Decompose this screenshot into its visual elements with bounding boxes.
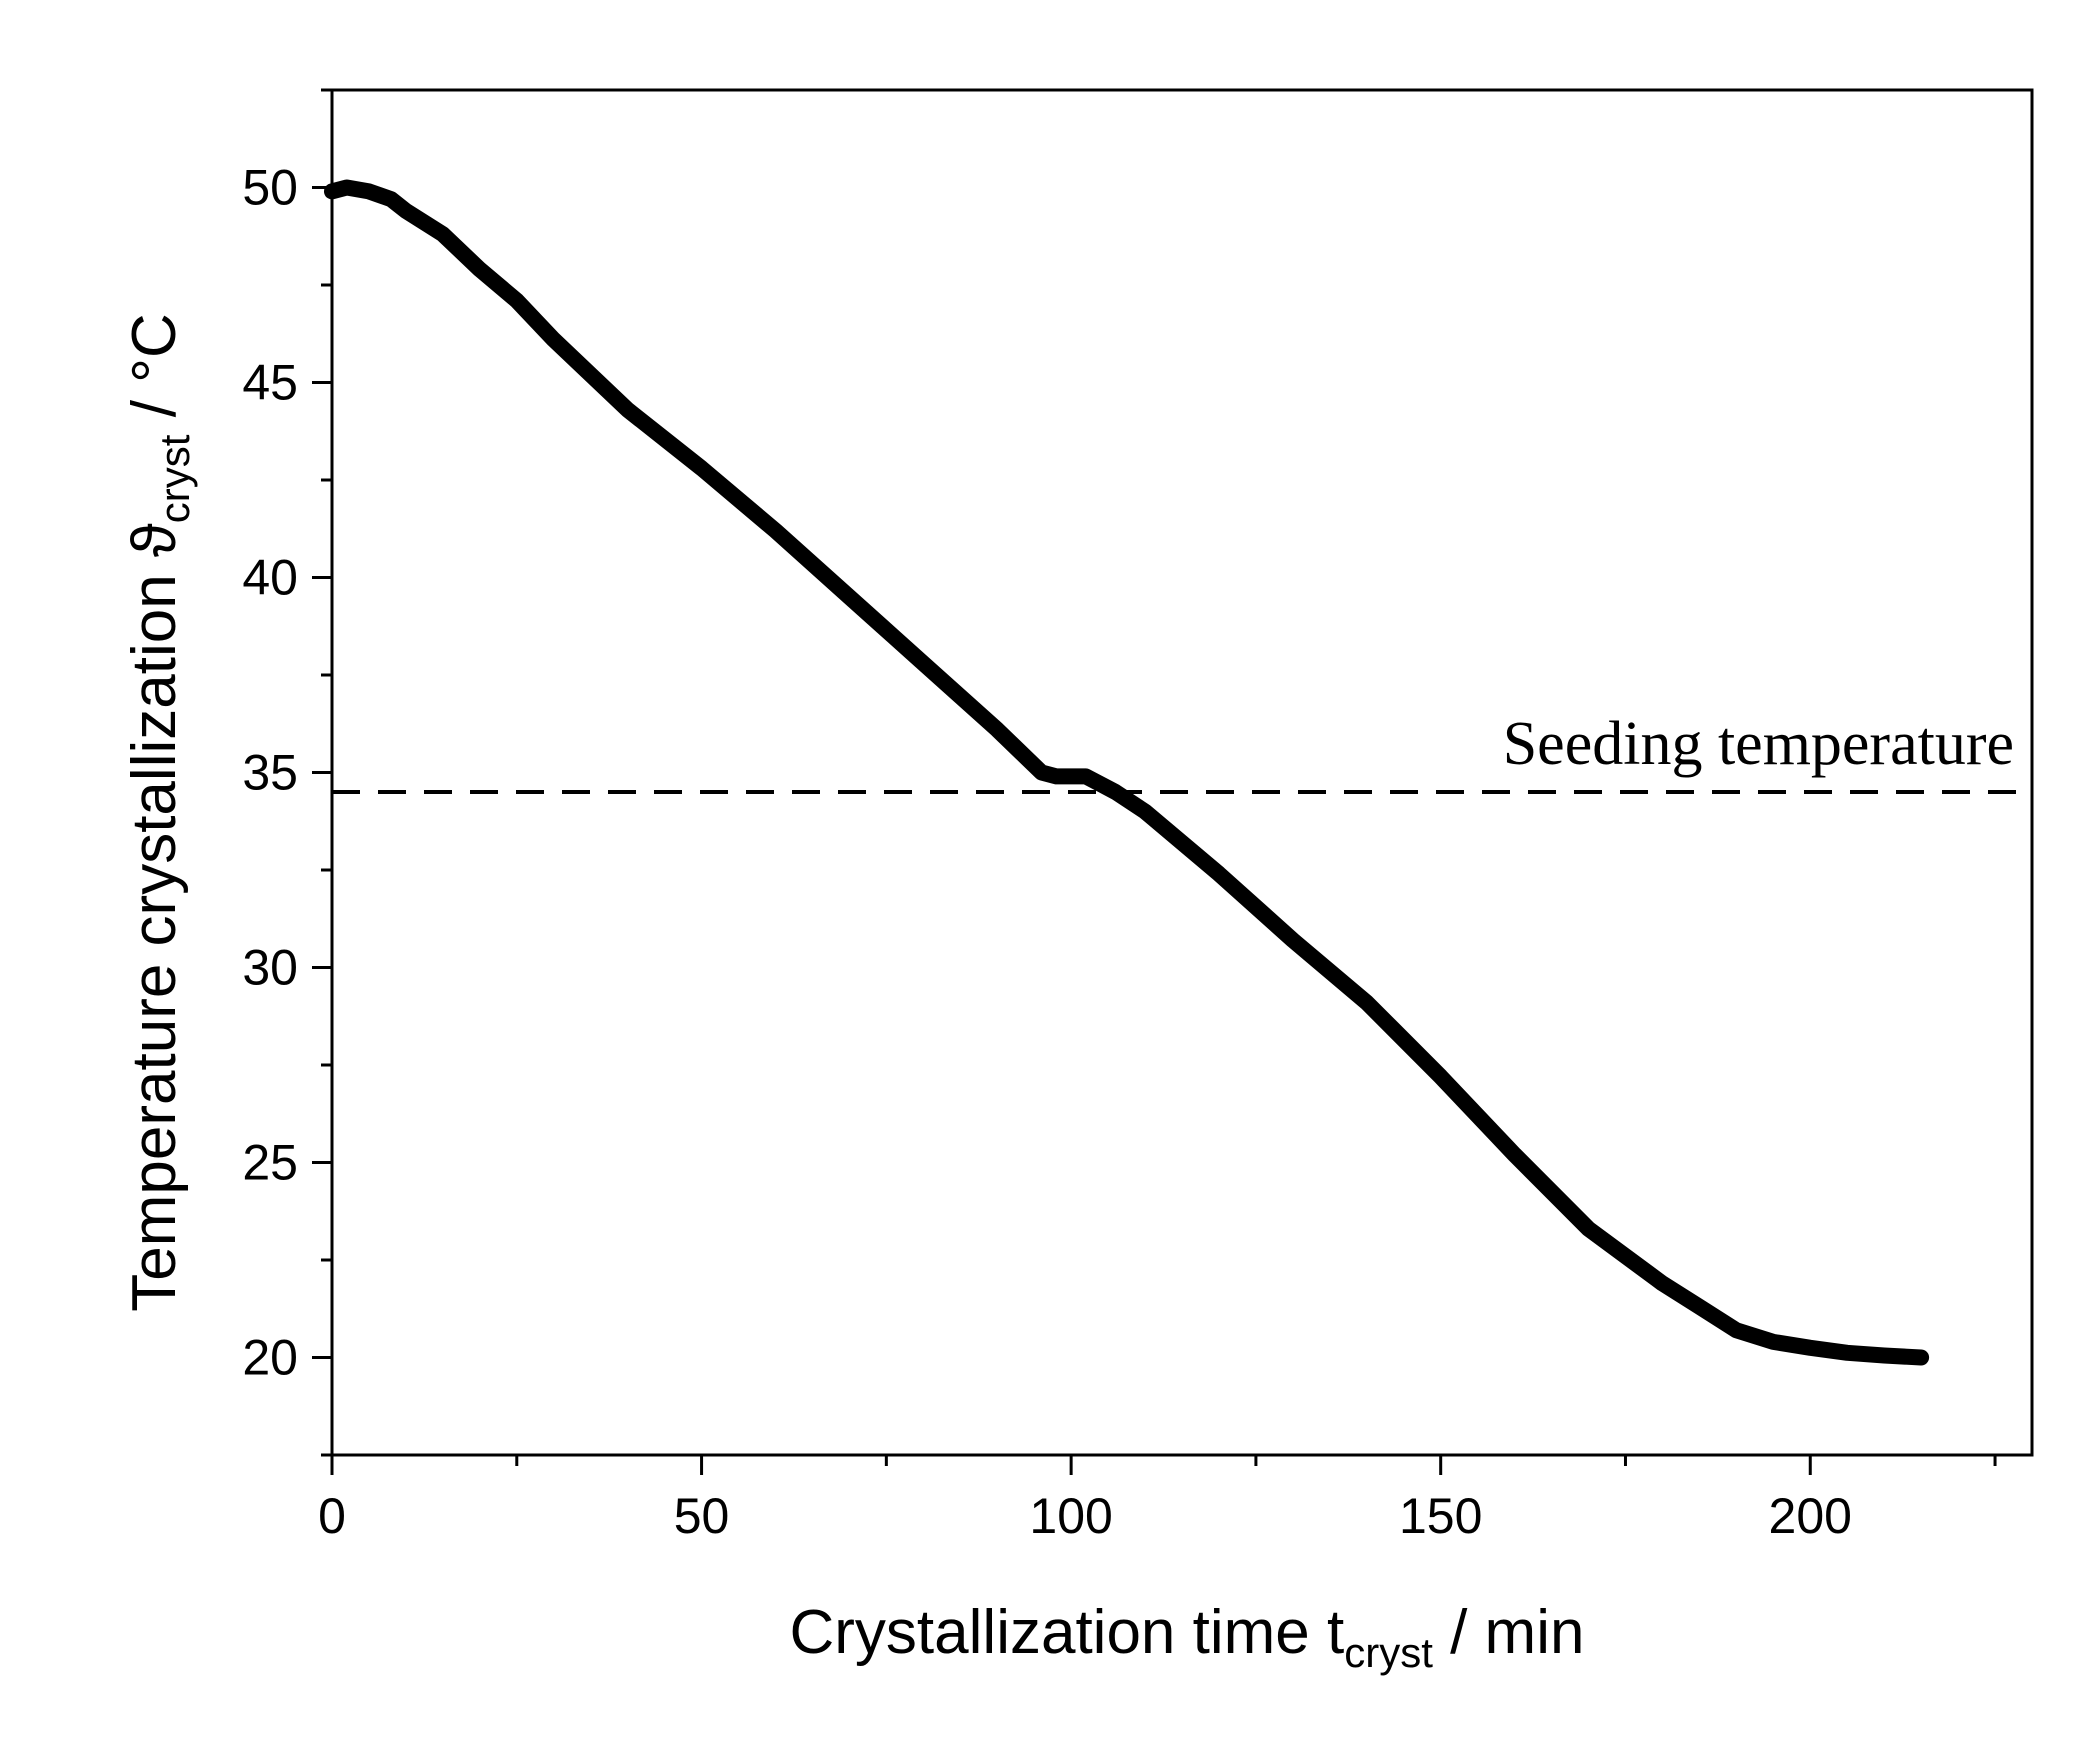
y-tick-label: 40 [242, 550, 298, 606]
seeding-temperature-label: Seeding temperature [1503, 710, 2014, 778]
y-tick-label: 25 [242, 1135, 298, 1191]
x-tick-label: 50 [674, 1488, 730, 1544]
y-tick-label: 30 [242, 940, 298, 996]
x-axis-label-sub: cryst [1344, 1629, 1433, 1676]
x-axis-label: Crystallization time tcryst / min [790, 1598, 1585, 1676]
x-tick-label: 0 [318, 1488, 346, 1544]
x-tick-label: 100 [1029, 1488, 1112, 1544]
x-tick-label: 150 [1399, 1488, 1482, 1544]
x-axis-label-unit: / min [1433, 1598, 1585, 1667]
y-axis-label-sub: cryst [151, 434, 198, 523]
y-tick-label: 50 [242, 160, 298, 216]
axis-ticks [312, 88, 1997, 1475]
y-tick-label: 45 [242, 355, 298, 411]
y-axis-label: Temperature crystallization ϑcryst / °C [120, 313, 198, 1311]
series-line-temperature [324, 179, 1930, 1366]
y-axis-label-unit: / °C [120, 313, 189, 434]
x-axis-label-main: Crystallization time t [790, 1598, 1345, 1667]
y-tick-label: 20 [242, 1330, 298, 1386]
x-tick-label: 200 [1769, 1488, 1852, 1544]
y-axis-label-main: Temperature crystallization ϑ [120, 523, 189, 1312]
y-tick-label: 35 [242, 745, 298, 801]
axis-tick-labels: 0 50 100 150 200 20 25 30 35 40 45 50 [242, 160, 1852, 1545]
